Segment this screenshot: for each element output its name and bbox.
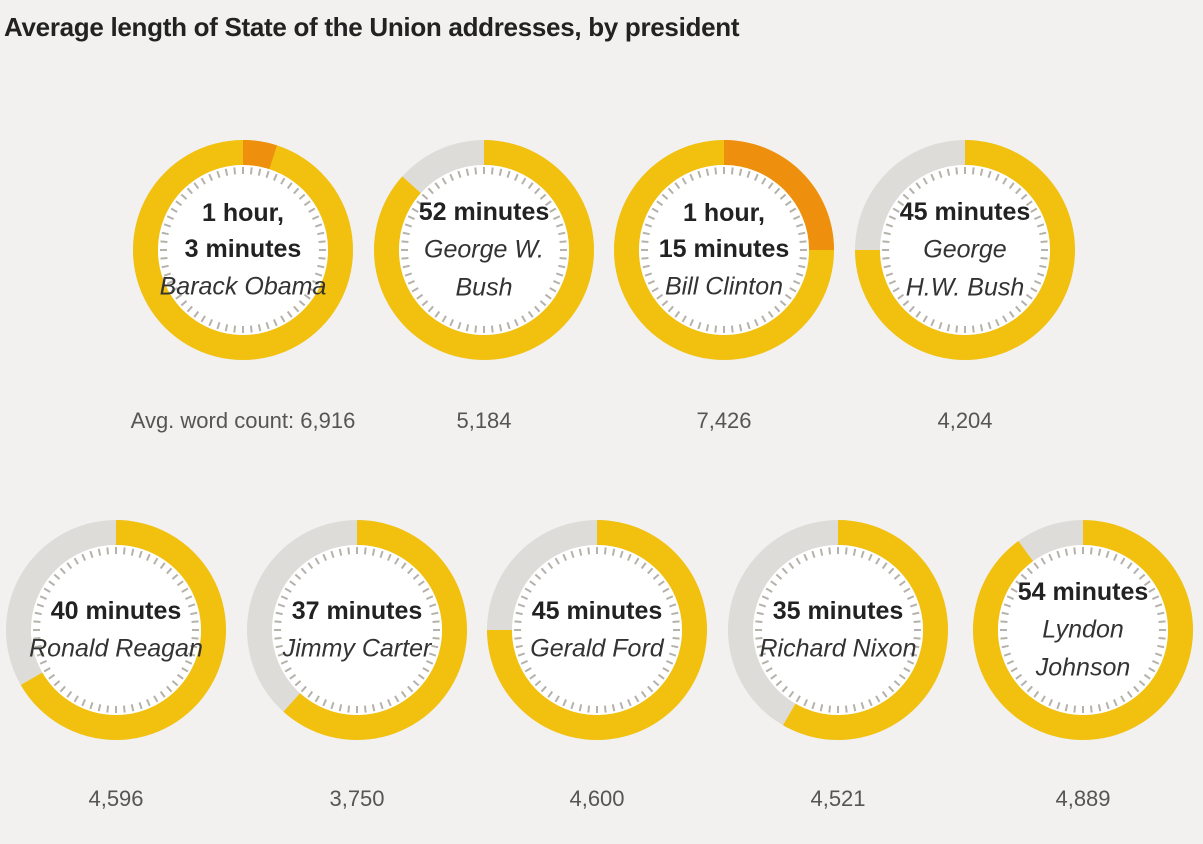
president-name: Ronald Reagan (29, 634, 203, 662)
duration-label: 1 hour, (683, 199, 765, 227)
chart-title: Average length of State of the Union add… (4, 12, 740, 42)
donut-6: 37 minutes Jimmy Carter (246, 520, 467, 740)
word-count-label: 4,204 (937, 408, 992, 433)
president-name: Bill Clinton (665, 272, 783, 300)
duration-label: 37 minutes (292, 597, 423, 625)
donut-overflow-arc (243, 140, 277, 170)
donut-1: 1 hour, 3 minutes Barack Obama (132, 140, 353, 361)
minute-ticks (160, 167, 326, 333)
donut-3: 1 hour, 15 minutes Bill Clinton (613, 140, 834, 360)
duration-label: 45 minutes (900, 198, 1031, 226)
minute-ticks (882, 167, 1048, 333)
word-count-label: 4,889 (1055, 786, 1110, 811)
minute-ticks (1000, 547, 1166, 713)
donut-center (998, 545, 1168, 715)
president-name: Johnson (1035, 653, 1131, 681)
donut-8: 35 minutes Richard Nixon (727, 520, 948, 740)
word-count-label: 5,184 (456, 408, 511, 433)
duration-label: 52 minutes (419, 198, 550, 226)
minute-ticks (33, 547, 199, 713)
duration-label: 1 hour, (202, 199, 284, 227)
donut-fill-arc (783, 520, 948, 740)
president-name: George W. (424, 235, 544, 263)
minute-ticks (401, 167, 567, 333)
president-name: Bush (456, 273, 513, 301)
word-count-label: 7,426 (696, 408, 751, 433)
donut-9: 54 minutes Lyndon Johnson (972, 520, 1193, 740)
president-name: H.W. Bush (906, 273, 1025, 301)
minute-ticks (755, 547, 921, 713)
duration-label: 45 minutes (532, 597, 663, 625)
donut-center (753, 545, 923, 715)
duration-label: 54 minutes (1018, 578, 1149, 606)
minute-ticks (274, 547, 440, 713)
donut-fill-arc (283, 520, 467, 740)
word-count-label: Avg. word count: 6,916 (131, 408, 356, 433)
word-count-label: 4,521 (810, 786, 865, 811)
donut-center (880, 165, 1050, 335)
donut-4: 45 minutes George H.W. Bush (854, 140, 1075, 360)
donut-center (512, 545, 682, 715)
minute-ticks (641, 167, 807, 333)
word-count-label: 4,596 (88, 786, 143, 811)
donut-center (158, 165, 328, 335)
donut-5: 40 minutes Ronald Reagan (5, 520, 226, 740)
president-name: Jimmy Carter (282, 634, 433, 662)
donut-7: 45 minutes Gerald Ford (486, 520, 707, 740)
word-count-label: 3,750 (329, 786, 384, 811)
duration-label: 35 minutes (773, 597, 904, 625)
duration-label: 40 minutes (51, 597, 182, 625)
donut-center (639, 165, 809, 335)
president-name: Lyndon (1042, 615, 1124, 643)
donut-center (272, 545, 442, 715)
duration-label: 15 minutes (659, 235, 790, 263)
president-name: Richard Nixon (759, 634, 916, 662)
donut-center (399, 165, 569, 335)
president-name: Gerald Ford (530, 634, 664, 662)
donut-center (31, 545, 201, 715)
duration-label: 3 minutes (185, 235, 302, 263)
donut-2: 52 minutes George W. Bush (373, 140, 594, 361)
president-name: George (923, 235, 1006, 263)
word-count-label: 4,600 (569, 786, 624, 811)
donut-overflow-arc (724, 140, 834, 250)
minute-ticks (514, 547, 680, 713)
president-name: Barack Obama (160, 272, 327, 300)
